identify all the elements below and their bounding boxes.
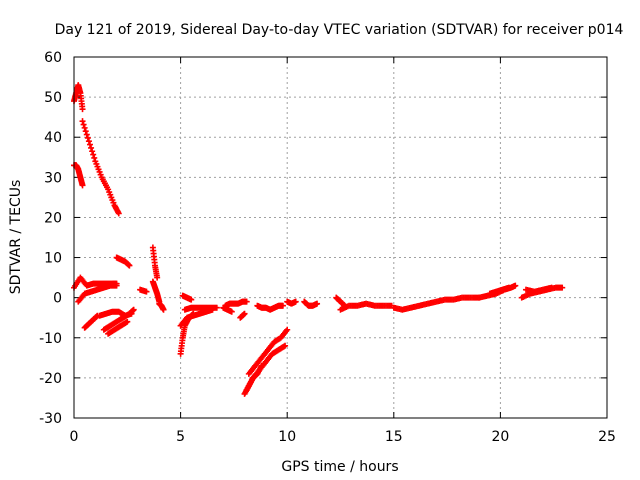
data-point [88,144,95,151]
y-tick-label: -20 [39,371,62,387]
data-series-segment [333,294,348,309]
x-axis-label: GPS time / hours [281,459,398,475]
data-point [160,306,167,313]
data-point [143,288,150,295]
data-point [188,296,195,303]
data-point [85,138,92,145]
data-series-segment [337,300,395,313]
x-tick-label: 20 [491,429,509,445]
data-point [126,262,133,269]
x-tick-label: 0 [70,429,79,445]
x-tick-label: 10 [278,429,296,445]
data-series-segment [220,304,235,315]
y-tick-label: 60 [44,50,62,66]
data-series-segment [243,342,289,393]
x-tick-label: 5 [176,429,185,445]
y-tick-label: 20 [44,210,62,226]
data-point [84,134,91,141]
data-point [284,326,291,333]
data-series-segment [149,244,161,281]
data-point [81,124,88,131]
data-series-segment [222,298,250,309]
plot-frame [73,56,608,419]
y-tick-label: 30 [44,170,62,186]
data-point [86,141,93,148]
data-series-segment [75,282,120,305]
data-series-segment [301,298,321,309]
data-point [83,131,90,138]
data-point [314,300,321,307]
data-series-segment [137,286,150,295]
data-series-segment [254,302,286,313]
data-point [82,128,89,135]
data-series-segment [79,118,122,217]
data-series-segment [149,278,163,305]
data-point [279,302,286,309]
data-series-segment [181,304,220,313]
data-point [115,210,122,217]
data-point [258,362,265,369]
data-point [113,282,120,289]
data-series-segment [245,326,291,377]
y-tick-label: 0 [53,291,62,307]
data-points [71,82,566,397]
data-point [91,154,98,161]
data-series-segment [486,284,512,297]
data-series-segment [522,284,555,295]
data-series-segment [100,306,137,333]
data-series-segment [71,82,86,113]
data-point [282,342,289,349]
data-series-segment [113,254,133,269]
x-tick-label: 15 [385,429,403,445]
axis-ticks: 0 5 10 15 20 25 -30 -20 -10 0 10 20 30 40 50 60 [39,50,616,445]
data-point [124,318,131,325]
data-point [548,284,555,291]
data-point [512,282,519,289]
data-series-segment [237,310,248,321]
data-point [228,308,235,315]
data-point [80,121,87,128]
data-point [559,284,566,291]
x-tick-label: 25 [598,429,616,445]
data-point [79,118,86,125]
data-point [130,306,137,313]
data-point [505,284,512,291]
data-series-segment [105,318,131,337]
data-point [292,298,299,305]
y-tick-label: 10 [44,251,62,267]
data-point [90,151,97,158]
data-point [243,298,250,305]
data-series-segment [284,298,299,307]
y-tick-label: 40 [44,130,62,146]
y-tick-label: -10 [39,331,62,347]
data-series-segment [179,292,195,303]
data-series-segment [71,162,86,189]
data-point [79,106,86,113]
chart-title: Day 121 of 2019, Sidereal Day-to-day VTE… [55,22,624,38]
data-point [241,310,248,317]
y-axis-label: SDTVAR / TECUs [8,180,24,295]
data-point [213,304,220,311]
y-tick-label: 50 [44,90,62,106]
grid [74,57,607,418]
data-point [154,274,161,281]
data-series-segment [81,312,101,331]
data-series-segment [156,300,167,313]
data-series-segment [241,362,265,397]
data-point [79,182,86,189]
y-tick-label: -30 [39,411,62,427]
data-point [89,148,96,155]
